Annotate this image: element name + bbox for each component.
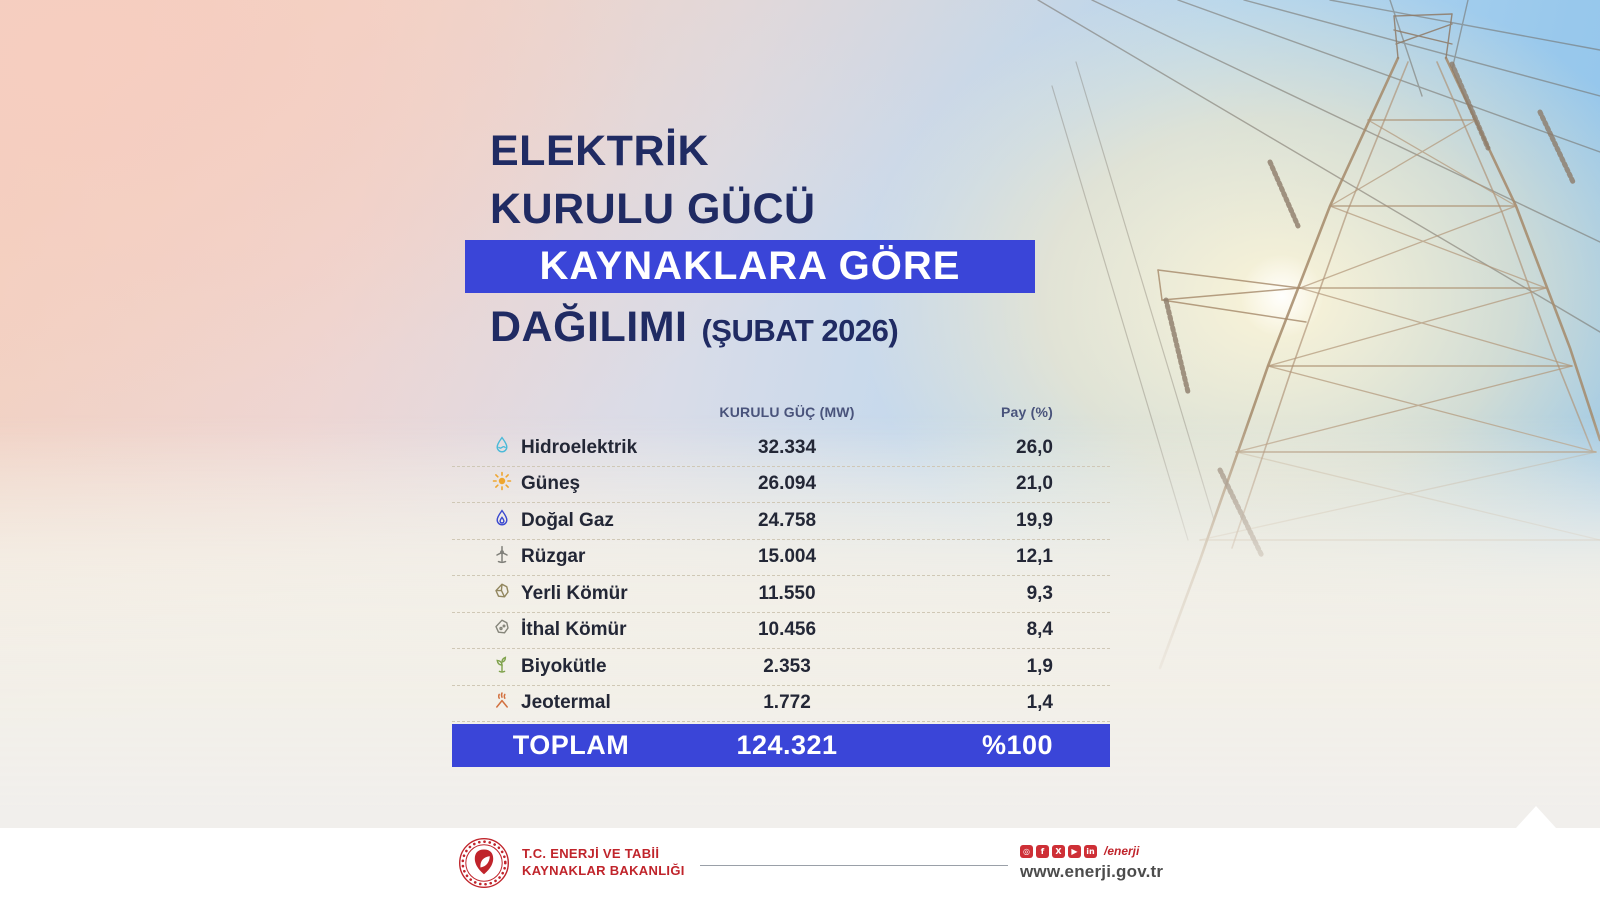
footer-divider	[700, 865, 1008, 866]
website-url: www.enerji.gov.tr	[1020, 862, 1164, 881]
source-label: İthal Kömür	[521, 619, 627, 641]
ministry-logo	[458, 837, 510, 894]
biomass-plant-icon	[492, 654, 512, 680]
share-value: 1,4	[1026, 692, 1053, 714]
instagram-icon: ◎	[1020, 844, 1033, 858]
capacity-value: 10.456	[757, 619, 817, 641]
table-row-hydro: Hidroelektrik 32.334 26,0	[452, 430, 1110, 467]
imported-coal-icon	[492, 617, 512, 643]
capacity-value: 24.758	[757, 509, 817, 531]
table-row-solar: Güneş 26.094 21,0	[452, 467, 1110, 503]
capacity-value: 11.550	[758, 582, 816, 604]
source-label: Hidroelektrik	[521, 436, 638, 458]
title-highlight-banner: KAYNAKLARA GÖRE	[465, 240, 1035, 293]
table-row-biomass: Biyokütle 2.353 1,9	[452, 649, 1110, 686]
capacity-value: 1.772	[763, 692, 811, 714]
total-share: %100	[981, 730, 1053, 760]
share-value: 26,0	[1016, 436, 1053, 458]
capacity-table: KURULU GÜÇ (MW) Pay (%) Hidroelektrik 32…	[452, 398, 1110, 767]
total-label: TOPLAM	[512, 730, 630, 760]
title-line-2: KURULU GÜCÜ	[490, 185, 816, 233]
social-handle: /enerji	[1104, 844, 1140, 858]
share-value: 1,9	[1026, 655, 1053, 677]
footer-bar: T.C. ENERJİ VE TABİİ KAYNAKLAR BAKANLIĞI…	[0, 828, 1600, 900]
table-row-wind: Rüzgar 15.004 12,1	[452, 540, 1110, 576]
share-value: 9,3	[1026, 582, 1053, 604]
capacity-value: 26.094	[757, 473, 817, 495]
table-row-imported-coal: İthal Kömür 10.456 8,4	[452, 613, 1110, 649]
linkedin-icon: in	[1084, 844, 1097, 858]
share-value: 12,1	[1016, 546, 1053, 568]
share-value: 8,4	[1026, 619, 1053, 641]
title-line-1: ELEKTRİK	[490, 127, 709, 175]
source-label: Rüzgar	[521, 546, 586, 568]
ministry-name-line-1: T.C. ENERJİ VE TABİİ	[522, 846, 660, 861]
title-line-3: KAYNAKLARA GÖRE	[539, 244, 961, 288]
source-label: Biyokütle	[521, 655, 607, 677]
capacity-value: 15.004	[757, 546, 817, 568]
column-header-capacity: KURULU GÜÇ (MW)	[719, 404, 855, 420]
title-date: (ŞUBAT 2026)	[701, 313, 899, 348]
geothermal-icon	[492, 690, 512, 716]
source-label: Yerli Kömür	[521, 582, 628, 604]
title-line-4: DAĞILIMI	[490, 303, 688, 351]
sun-icon	[492, 471, 512, 497]
table-header-row: KURULU GÜÇ (MW) Pay (%)	[452, 398, 1110, 426]
social-media-block: ◎ f X ▶ in /enerji	[1020, 844, 1139, 858]
footer-peak-decoration	[1516, 806, 1556, 828]
title-block: ELEKTRİK KURULU GÜCÜ KAYNAKLARA GÖRE DAĞ…	[465, 122, 1035, 351]
x-icon: X	[1052, 844, 1065, 858]
table-row-domestic-coal: Yerli Kömür 11.550 9,3	[452, 576, 1110, 613]
capacity-value: 32.334	[757, 436, 817, 458]
table-row-geothermal: Jeotermal 1.772 1,4	[452, 686, 1110, 722]
domestic-coal-icon	[492, 581, 512, 607]
source-label: Güneş	[521, 473, 581, 495]
source-label: Jeotermal	[521, 692, 611, 714]
share-value: 21,0	[1016, 473, 1053, 495]
gas-flame-icon	[492, 508, 512, 534]
capacity-value: 2.353	[763, 655, 811, 677]
wind-turbine-icon	[492, 544, 512, 570]
hydro-drop-icon	[492, 435, 512, 461]
total-row: TOPLAM 124.321 %100	[452, 724, 1110, 767]
youtube-icon: ▶	[1068, 844, 1081, 858]
ministry-name-line-2: KAYNAKLAR BAKANLIĞI	[522, 863, 685, 878]
column-header-share: Pay (%)	[1001, 404, 1053, 420]
source-label: Doğal Gaz	[521, 509, 614, 531]
share-value: 19,9	[1016, 509, 1053, 531]
table-row-natural-gas: Doğal Gaz 24.758 19,9	[452, 503, 1110, 540]
facebook-icon: f	[1036, 844, 1049, 858]
total-capacity: 124.321	[736, 730, 838, 760]
